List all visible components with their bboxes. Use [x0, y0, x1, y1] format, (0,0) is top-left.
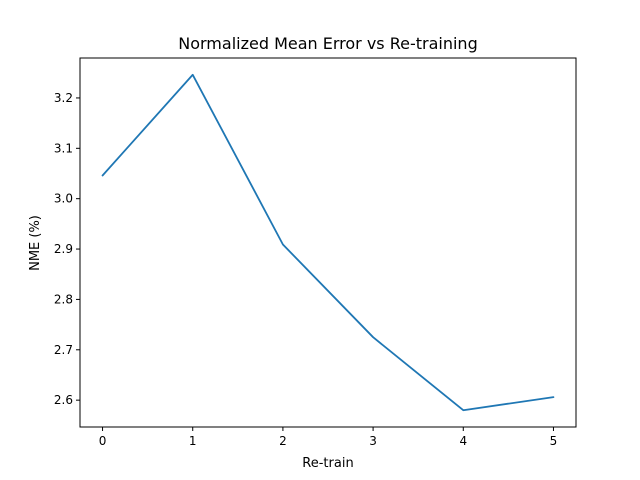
- x-tick-label-2: 2: [279, 434, 287, 448]
- y-tick-label-2: 2.8: [54, 292, 73, 306]
- x-axis-label: Re-train: [302, 456, 353, 471]
- y-tick-label-5: 3.1: [54, 141, 73, 155]
- y-tick-label-3: 2.9: [54, 242, 73, 256]
- y-tick-label-1: 2.7: [54, 343, 73, 357]
- y-tick-label-4: 3.0: [54, 192, 73, 206]
- chart-title: Normalized Mean Error vs Re-training: [178, 34, 477, 53]
- y-tick-label-0: 2.6: [54, 393, 73, 407]
- plot-area: 0 1 2 3 4 5 2.6 2.7 2.8 2.9 3.0 3.1 3.2: [54, 57, 577, 448]
- x-tick-label-1: 1: [189, 434, 197, 448]
- x-tick-label-4: 4: [459, 434, 467, 448]
- x-tick-label-5: 5: [550, 434, 558, 448]
- plot-frame: [79, 57, 577, 428]
- x-tick-label-3: 3: [369, 434, 377, 448]
- y-axis-label: NME (%): [28, 215, 43, 271]
- x-tick-label-0: 0: [99, 434, 107, 448]
- series-line-0: [101, 73, 555, 412]
- y-tick-label-6: 3.2: [54, 91, 73, 105]
